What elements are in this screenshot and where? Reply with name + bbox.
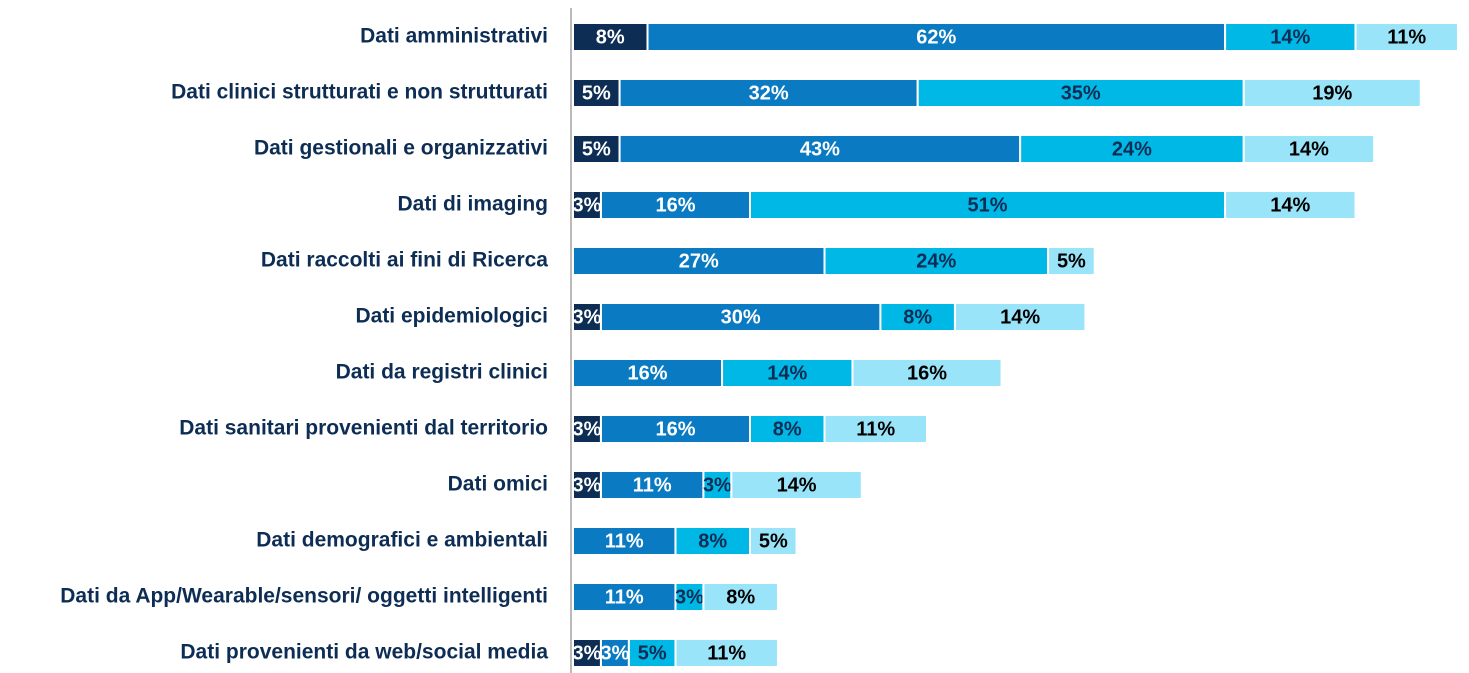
bar-segment [646, 22, 1227, 52]
value-label: 14% [1000, 306, 1040, 328]
value-label: 5% [759, 530, 788, 552]
value-label: 11% [605, 586, 644, 608]
bar-segment [599, 190, 752, 220]
value-label: 16% [655, 418, 695, 440]
bar-segment [702, 582, 779, 612]
bar-segment [618, 134, 1022, 164]
bar-segment [572, 246, 826, 276]
category-label: Dati epidemiologici [355, 305, 548, 328]
bar-segment [572, 582, 677, 612]
bar-segment [1354, 22, 1460, 52]
value-label: 8% [903, 306, 932, 328]
category-label: Dati provenienti da web/social media [180, 641, 548, 664]
value-label: 62% [916, 26, 956, 48]
bar-segment [1242, 134, 1376, 164]
value-label: 8% [773, 418, 802, 440]
value-label: 3% [573, 474, 602, 496]
bar-segment [674, 526, 752, 556]
category-label: Dati omici [448, 473, 548, 496]
bar-segment [953, 302, 1087, 332]
bar-segment [823, 246, 1050, 276]
value-label: 19% [1312, 82, 1352, 104]
bar-segment [1242, 78, 1422, 108]
bar-segment [1019, 134, 1245, 164]
value-label: 5% [582, 82, 611, 104]
value-label: 16% [655, 194, 695, 216]
category-label: Dati da registri clinici [336, 361, 548, 384]
value-label: 5% [1057, 250, 1086, 272]
value-label: 11% [1387, 26, 1426, 48]
category-label: Dati di imaging [397, 193, 548, 216]
value-label: 24% [1112, 138, 1152, 160]
bar-segment [572, 302, 602, 332]
bar-segment [730, 470, 863, 500]
value-label: 3% [703, 474, 732, 496]
value-label: 5% [638, 642, 667, 664]
value-label: 14% [767, 362, 807, 384]
category-label: Dati sanitari provenienti dal territorio [179, 417, 548, 440]
value-label: 8% [596, 26, 625, 48]
value-label: 3% [573, 418, 602, 440]
value-label: 8% [698, 530, 727, 552]
bar-segment [572, 526, 677, 556]
bar-segment [599, 470, 705, 500]
bar-segment [749, 190, 1227, 220]
bar-segment [823, 414, 928, 444]
bar-segment [1047, 246, 1096, 276]
value-label: 11% [856, 418, 895, 440]
value-label: 3% [573, 642, 602, 664]
value-label: 3% [573, 194, 602, 216]
bar-segment [599, 302, 882, 332]
bar-segment [674, 638, 779, 668]
value-label: 3% [600, 642, 629, 664]
value-label: 14% [777, 474, 817, 496]
value-label: 8% [726, 586, 755, 608]
value-label: 35% [1061, 82, 1101, 104]
value-label: 30% [721, 306, 761, 328]
value-label: 11% [707, 642, 746, 664]
value-label: 32% [749, 82, 789, 104]
category-label: Dati raccolti ai fini di Ricerca [261, 249, 548, 272]
bar-segment [749, 414, 826, 444]
value-label: 5% [582, 138, 611, 160]
value-label: 14% [1289, 138, 1329, 160]
category-label: Dati demografici e ambientali [256, 529, 548, 552]
bar-segment [1224, 22, 1357, 52]
value-label: 11% [605, 530, 644, 552]
bar-segment [1224, 190, 1357, 220]
bar-segment [851, 358, 1003, 388]
value-label: 14% [1270, 194, 1310, 216]
category-label: Dati da App/Wearable/sensori/ oggetti in… [60, 585, 548, 608]
value-label: 27% [679, 250, 719, 272]
value-label: 51% [968, 194, 1008, 216]
bar-segment [599, 414, 752, 444]
value-label: 11% [633, 474, 672, 496]
category-label: Dati gestionali e organizzativi [254, 137, 548, 160]
category-label: Dati amministrativi [360, 25, 548, 48]
bar-segment [749, 526, 798, 556]
value-label: 16% [628, 362, 668, 384]
value-label: 14% [1270, 26, 1310, 48]
value-label: 16% [907, 362, 947, 384]
value-label: 43% [800, 138, 840, 160]
value-label: 3% [675, 586, 704, 608]
category-label: Dati clinici strutturati e non struttura… [171, 81, 548, 104]
value-label: 3% [573, 306, 602, 328]
value-label: 24% [916, 250, 956, 272]
